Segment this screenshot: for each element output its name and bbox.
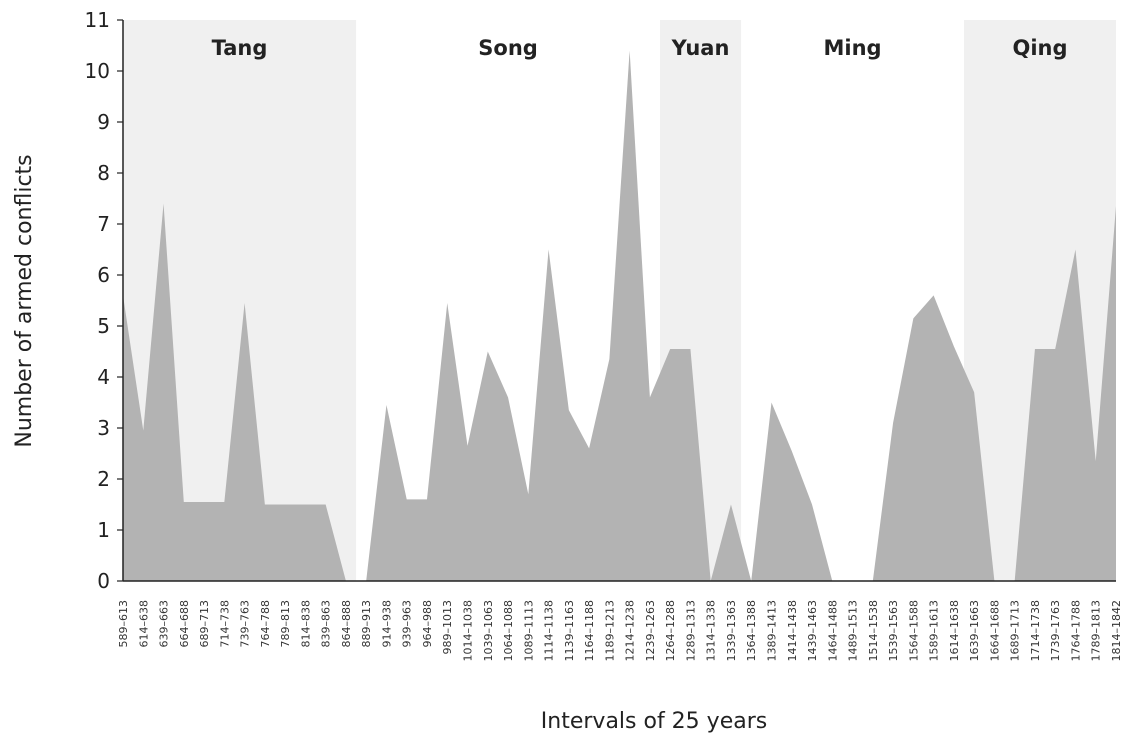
x-tick-label: 1814–1842 [1110, 600, 1121, 662]
y-tick-label: 2 [97, 467, 110, 491]
y-axis-label: Number of armed conflicts [12, 154, 37, 447]
y-tick-label: 4 [97, 365, 110, 389]
y-tick-label: 6 [97, 263, 110, 287]
x-tick-label: 1139–1163 [563, 600, 576, 662]
dynasty-label-song: Song [478, 36, 538, 60]
x-tick-label: 1314–1338 [705, 600, 718, 662]
x-tick-label: 1239–1263 [644, 600, 657, 662]
x-tick-label: 1539–1563 [887, 600, 900, 662]
y-tick-label: 11 [85, 8, 110, 32]
x-tick-label: 1114–1138 [543, 600, 556, 662]
x-tick-label: 989–1013 [441, 600, 454, 655]
x-tick-label: 689–713 [198, 600, 211, 648]
x-tick-label: 589–613 [117, 600, 130, 648]
dynasty-labels: Tang Song Yuan Ming Qing [212, 36, 1068, 60]
x-tick-label: 839–863 [320, 600, 333, 648]
dynasty-label-yuan: Yuan [671, 36, 730, 60]
x-tick-label: 639–663 [158, 600, 171, 648]
x-tick-label: 1439–1463 [806, 600, 819, 662]
y-tick-label: 5 [97, 314, 110, 338]
y-tick-labels: 0 1 2 3 4 5 6 7 8 9 10 11 [85, 8, 110, 593]
y-tick-label: 8 [97, 161, 110, 185]
x-tick-label: 1614–1638 [948, 600, 961, 662]
x-tick-label: 1589–1613 [928, 600, 941, 662]
dynasty-label-qing: Qing [1012, 36, 1067, 60]
x-tick-label: 1639–1663 [968, 600, 981, 662]
x-tick-label: 1189–1213 [603, 600, 616, 662]
x-tick-label: 1289–1313 [684, 600, 697, 662]
y-tick-label: 7 [97, 212, 110, 236]
conflicts-area [123, 50, 1116, 582]
x-tick-label: 1389–1413 [765, 600, 778, 662]
x-tick-label: 1339–1363 [725, 600, 738, 662]
x-tick-label: 1014–1038 [462, 600, 475, 662]
x-tick-label: 1689–1713 [1009, 600, 1022, 662]
x-tick-label: 714–738 [218, 600, 231, 648]
x-tick-label: 914–938 [380, 600, 393, 648]
x-tick-label: 1489–1513 [847, 600, 860, 662]
dynasty-label-ming: Ming [824, 36, 882, 60]
x-tick-label: 664–688 [178, 600, 191, 648]
x-tick-label: 1764–1788 [1069, 600, 1082, 662]
x-tick-label: 1414–1438 [786, 600, 799, 662]
x-tick-labels: 589–613 614–638 639–663 664–688 689–713 714–7… [117, 600, 1121, 662]
x-tick-label: 764–788 [259, 600, 272, 648]
x-tick-label: 1064–1088 [502, 600, 515, 662]
x-tick-label: 939–963 [401, 600, 414, 648]
x-tick-label: 1039–1063 [482, 600, 495, 662]
x-tick-label: 889–913 [360, 600, 373, 648]
x-tick-label: 1714–1738 [1029, 600, 1042, 662]
x-tick-label: 1464–1488 [826, 600, 839, 662]
y-tick-label: 0 [97, 569, 110, 593]
x-tick-label: 864–888 [340, 600, 353, 648]
x-tick-label: 789–813 [279, 600, 292, 648]
x-tick-label: 1164–1188 [583, 600, 596, 662]
dynasty-label-tang: Tang [212, 36, 268, 60]
x-tick-label: 1089–1113 [522, 600, 535, 662]
x-tick-label: 814–838 [299, 600, 312, 648]
x-tick-label: 964–988 [421, 600, 434, 648]
axes [117, 19, 1116, 582]
x-tick-label: 614–638 [137, 600, 150, 648]
y-tick-label: 1 [97, 518, 110, 542]
y-tick-label: 9 [97, 110, 110, 134]
x-tick-label: 1564–1588 [907, 600, 920, 662]
x-tick-label: 1739–1763 [1049, 600, 1062, 662]
x-tick-label: 1214–1238 [624, 600, 637, 662]
y-tick-label: 10 [85, 59, 110, 83]
x-tick-label: 1664–1688 [988, 600, 1001, 662]
y-tick-label: 3 [97, 416, 110, 440]
x-axis-label: Intervals of 25 years [541, 709, 767, 734]
x-tick-label: 1514–1538 [867, 600, 880, 662]
x-tick-label: 739–763 [239, 600, 252, 648]
x-tick-label: 1364–1388 [745, 600, 758, 662]
x-tick-label: 1789–1813 [1090, 600, 1103, 662]
x-tick-label: 1264–1288 [664, 600, 677, 662]
